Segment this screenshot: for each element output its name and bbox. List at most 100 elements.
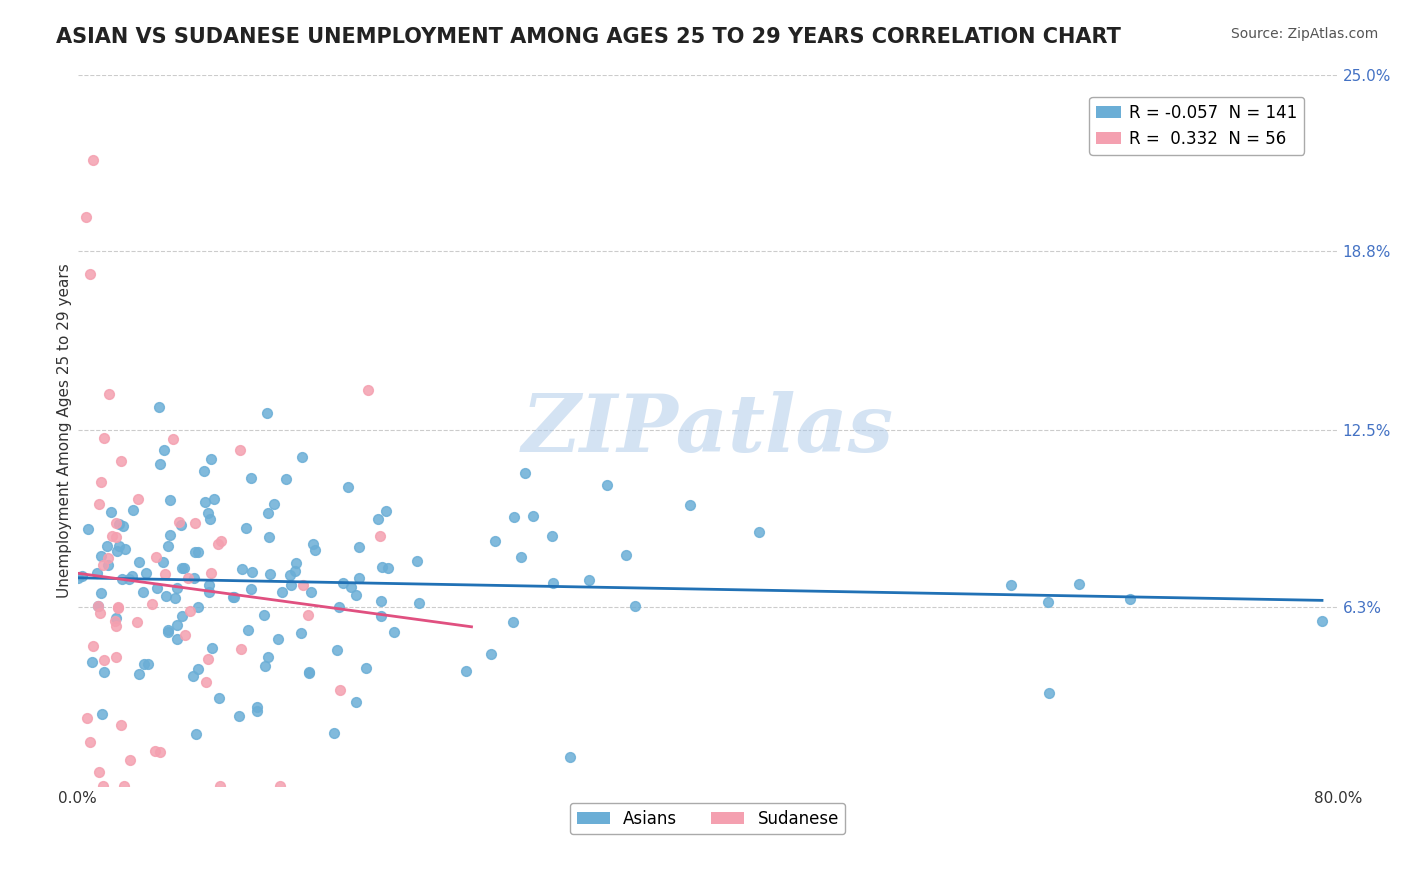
Sudanese <box>79 735 101 749</box>
Asians <box>121 503 143 517</box>
Asians <box>70 569 93 583</box>
Asians <box>278 568 301 582</box>
Asians <box>156 539 179 553</box>
Asians <box>347 571 370 585</box>
Asians <box>332 575 354 590</box>
Asians <box>748 524 770 539</box>
Asians <box>541 529 564 543</box>
Sudanese <box>104 618 127 632</box>
Asians <box>132 657 155 672</box>
Asians <box>198 578 221 592</box>
Asians <box>136 657 159 672</box>
Asians <box>240 566 263 580</box>
Sudanese <box>207 537 229 551</box>
Sudanese <box>177 571 200 585</box>
Asians <box>187 662 209 676</box>
Asians <box>256 506 278 520</box>
Asians <box>67 571 90 585</box>
Sudanese <box>105 650 128 665</box>
Asians <box>166 632 188 646</box>
Asians <box>253 607 276 622</box>
Asians <box>291 450 314 465</box>
Asians <box>246 705 269 719</box>
Asians <box>1038 686 1060 700</box>
Asians <box>184 545 207 559</box>
Asians <box>200 452 222 467</box>
Asians <box>159 527 181 541</box>
Asians <box>246 699 269 714</box>
Asians <box>382 625 405 640</box>
Asians <box>367 512 389 526</box>
Asians <box>484 534 506 549</box>
Sudanese <box>97 551 120 566</box>
Text: ZIPatlas: ZIPatlas <box>522 392 894 469</box>
Asians <box>257 649 280 664</box>
Asians <box>344 588 367 602</box>
Sudanese <box>229 642 252 657</box>
Asians <box>236 623 259 637</box>
Asians <box>90 586 112 600</box>
Asians <box>105 611 128 625</box>
Asians <box>202 491 225 506</box>
Sudanese <box>89 497 111 511</box>
Asians <box>152 443 174 458</box>
Asians <box>239 582 262 596</box>
Sudanese <box>153 566 176 581</box>
Sudanese <box>173 628 195 642</box>
Asians <box>1310 614 1333 628</box>
Asians <box>595 478 617 492</box>
Asians <box>509 549 531 564</box>
Asians <box>679 498 702 512</box>
Asians <box>274 472 297 486</box>
Asians <box>623 599 645 613</box>
Sudanese <box>97 387 120 401</box>
Asians <box>173 560 195 574</box>
Asians <box>208 691 231 706</box>
Asians <box>285 556 308 570</box>
Asians <box>111 572 134 586</box>
Sudanese <box>297 608 319 623</box>
Sudanese <box>100 529 122 543</box>
Asians <box>270 585 292 599</box>
Asians <box>284 564 307 578</box>
Asians <box>82 655 104 669</box>
Sudanese <box>118 753 141 767</box>
Asians <box>298 665 321 680</box>
Sudanese <box>229 442 252 457</box>
Sudanese <box>93 779 115 793</box>
Asians <box>578 573 600 587</box>
Asians <box>377 561 399 575</box>
Sudanese <box>105 530 128 544</box>
Asians <box>370 594 392 608</box>
Asians <box>114 542 136 557</box>
Asians <box>149 458 172 472</box>
Asians <box>256 406 278 420</box>
Sudanese <box>93 431 115 445</box>
Asians <box>166 581 188 595</box>
Asians <box>146 581 169 595</box>
Asians <box>280 578 302 592</box>
Asians <box>1036 595 1059 609</box>
Asians <box>328 599 350 614</box>
Asians <box>183 571 205 585</box>
Asians <box>132 585 155 599</box>
Sudanese <box>194 675 217 690</box>
Sudanese <box>82 153 104 167</box>
Asians <box>152 555 174 569</box>
Asians <box>254 658 277 673</box>
Asians <box>375 504 398 518</box>
Asians <box>187 545 209 559</box>
Asians <box>349 541 371 555</box>
Sudanese <box>370 529 392 543</box>
Sudanese <box>105 516 128 530</box>
Asians <box>336 480 359 494</box>
Asians <box>299 584 322 599</box>
Asians <box>157 623 180 637</box>
Sudanese <box>149 745 172 759</box>
Sudanese <box>107 601 129 615</box>
Asians <box>221 591 243 605</box>
Sudanese <box>82 639 104 653</box>
Sudanese <box>200 566 222 580</box>
Sudanese <box>167 515 190 529</box>
Sudanese <box>292 577 315 591</box>
